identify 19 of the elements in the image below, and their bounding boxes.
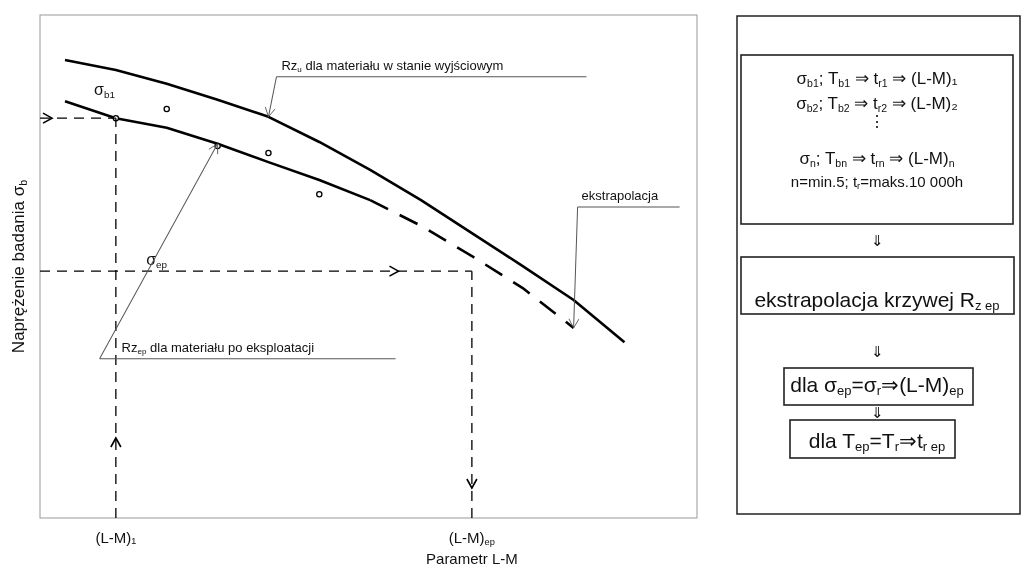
text: dla T$_{ep}$=T$_{r}$⇒t$_{r ep}$ [808,429,946,455]
x-tick-label: (L-M)₁ [95,529,137,546]
annotation: ekstrapolacja [581,187,659,203]
text: σ$_{b1}$; T$_{b1}$ ⇒ t$_{r1}$ ⇒ (L-M)₁ [796,69,958,89]
x-axis-title: Parametr L-M [426,550,518,567]
text: ekstrapolacja krzywej R$_{z ep}$ [754,288,1000,314]
x-tick-label: (L-M)$_{ep}$ [448,529,495,548]
text: σ$_{b2}$; T$_{b2}$ ⇒ t$_{r2}$ ⇒ (L-M)₂ [796,94,958,114]
text: ⇓ [870,404,884,421]
annotation: σ$_{b1}$ [94,81,116,100]
text: n=min.5; t$_{r}$=maks.10 000h [790,173,964,192]
text: ⋮ [869,113,885,130]
ref-line-label: σ$_{ep}$ [146,251,168,270]
annotation: Rz$_{ep}$ dla materiału po eksploatacji [121,339,315,356]
text: σ$_{n}$; T$_{bn}$ ⇒ t$_{rn}$ ⇒ (L-M)$_{n}$ [799,149,955,169]
text: dla σ$_{ep}$=σ$_{r}$⇒(L-M)$_{ep}$ [790,373,964,399]
text: ⇓ [870,232,884,249]
text: ⇓ [870,343,884,360]
annotation: Rz$_{u}$ dla materiału w stanie wyjściowym [281,57,504,74]
